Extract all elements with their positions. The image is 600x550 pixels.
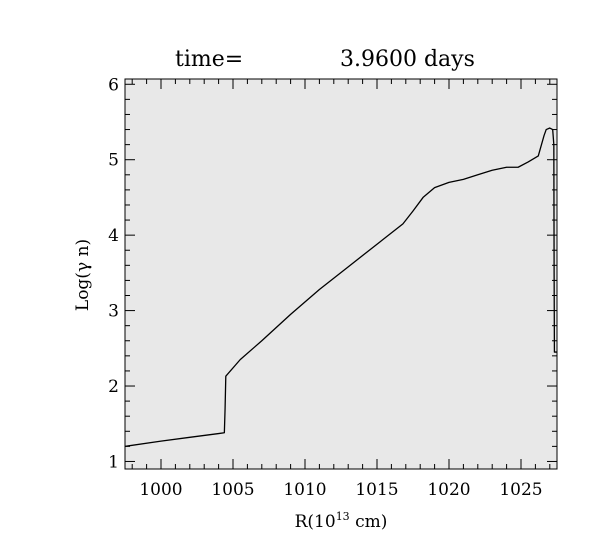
series-line — [124, 127, 557, 448]
y-tick-label: 1 — [108, 452, 119, 472]
y-tick-label: 2 — [108, 377, 119, 397]
x-tick-label: 1005 — [211, 480, 254, 500]
y-axis-label: Log(γ n) — [73, 239, 93, 311]
x-tick-label: 1020 — [427, 480, 470, 500]
y-tick-label: 5 — [108, 151, 119, 171]
x-axis-label: R(1013 cm) — [295, 510, 388, 532]
x-tick-label: 1010 — [283, 480, 326, 500]
y-tick-label: 3 — [108, 302, 119, 322]
chart-title-value: 3.9600 days — [340, 47, 475, 72]
x-tick-label: 1000 — [139, 480, 182, 500]
x-tick-label: 1015 — [355, 480, 398, 500]
tick-labels: 1000 1005 1010 1015 1020 1025 1 2 3 4 5 6 — [108, 75, 542, 500]
y-tick-label: 6 — [108, 75, 119, 95]
plot-area — [124, 78, 558, 470]
y-tick-label: 4 — [108, 226, 119, 246]
x-tick-label: 1025 — [499, 480, 542, 500]
chart-title-label: time= — [175, 47, 243, 72]
